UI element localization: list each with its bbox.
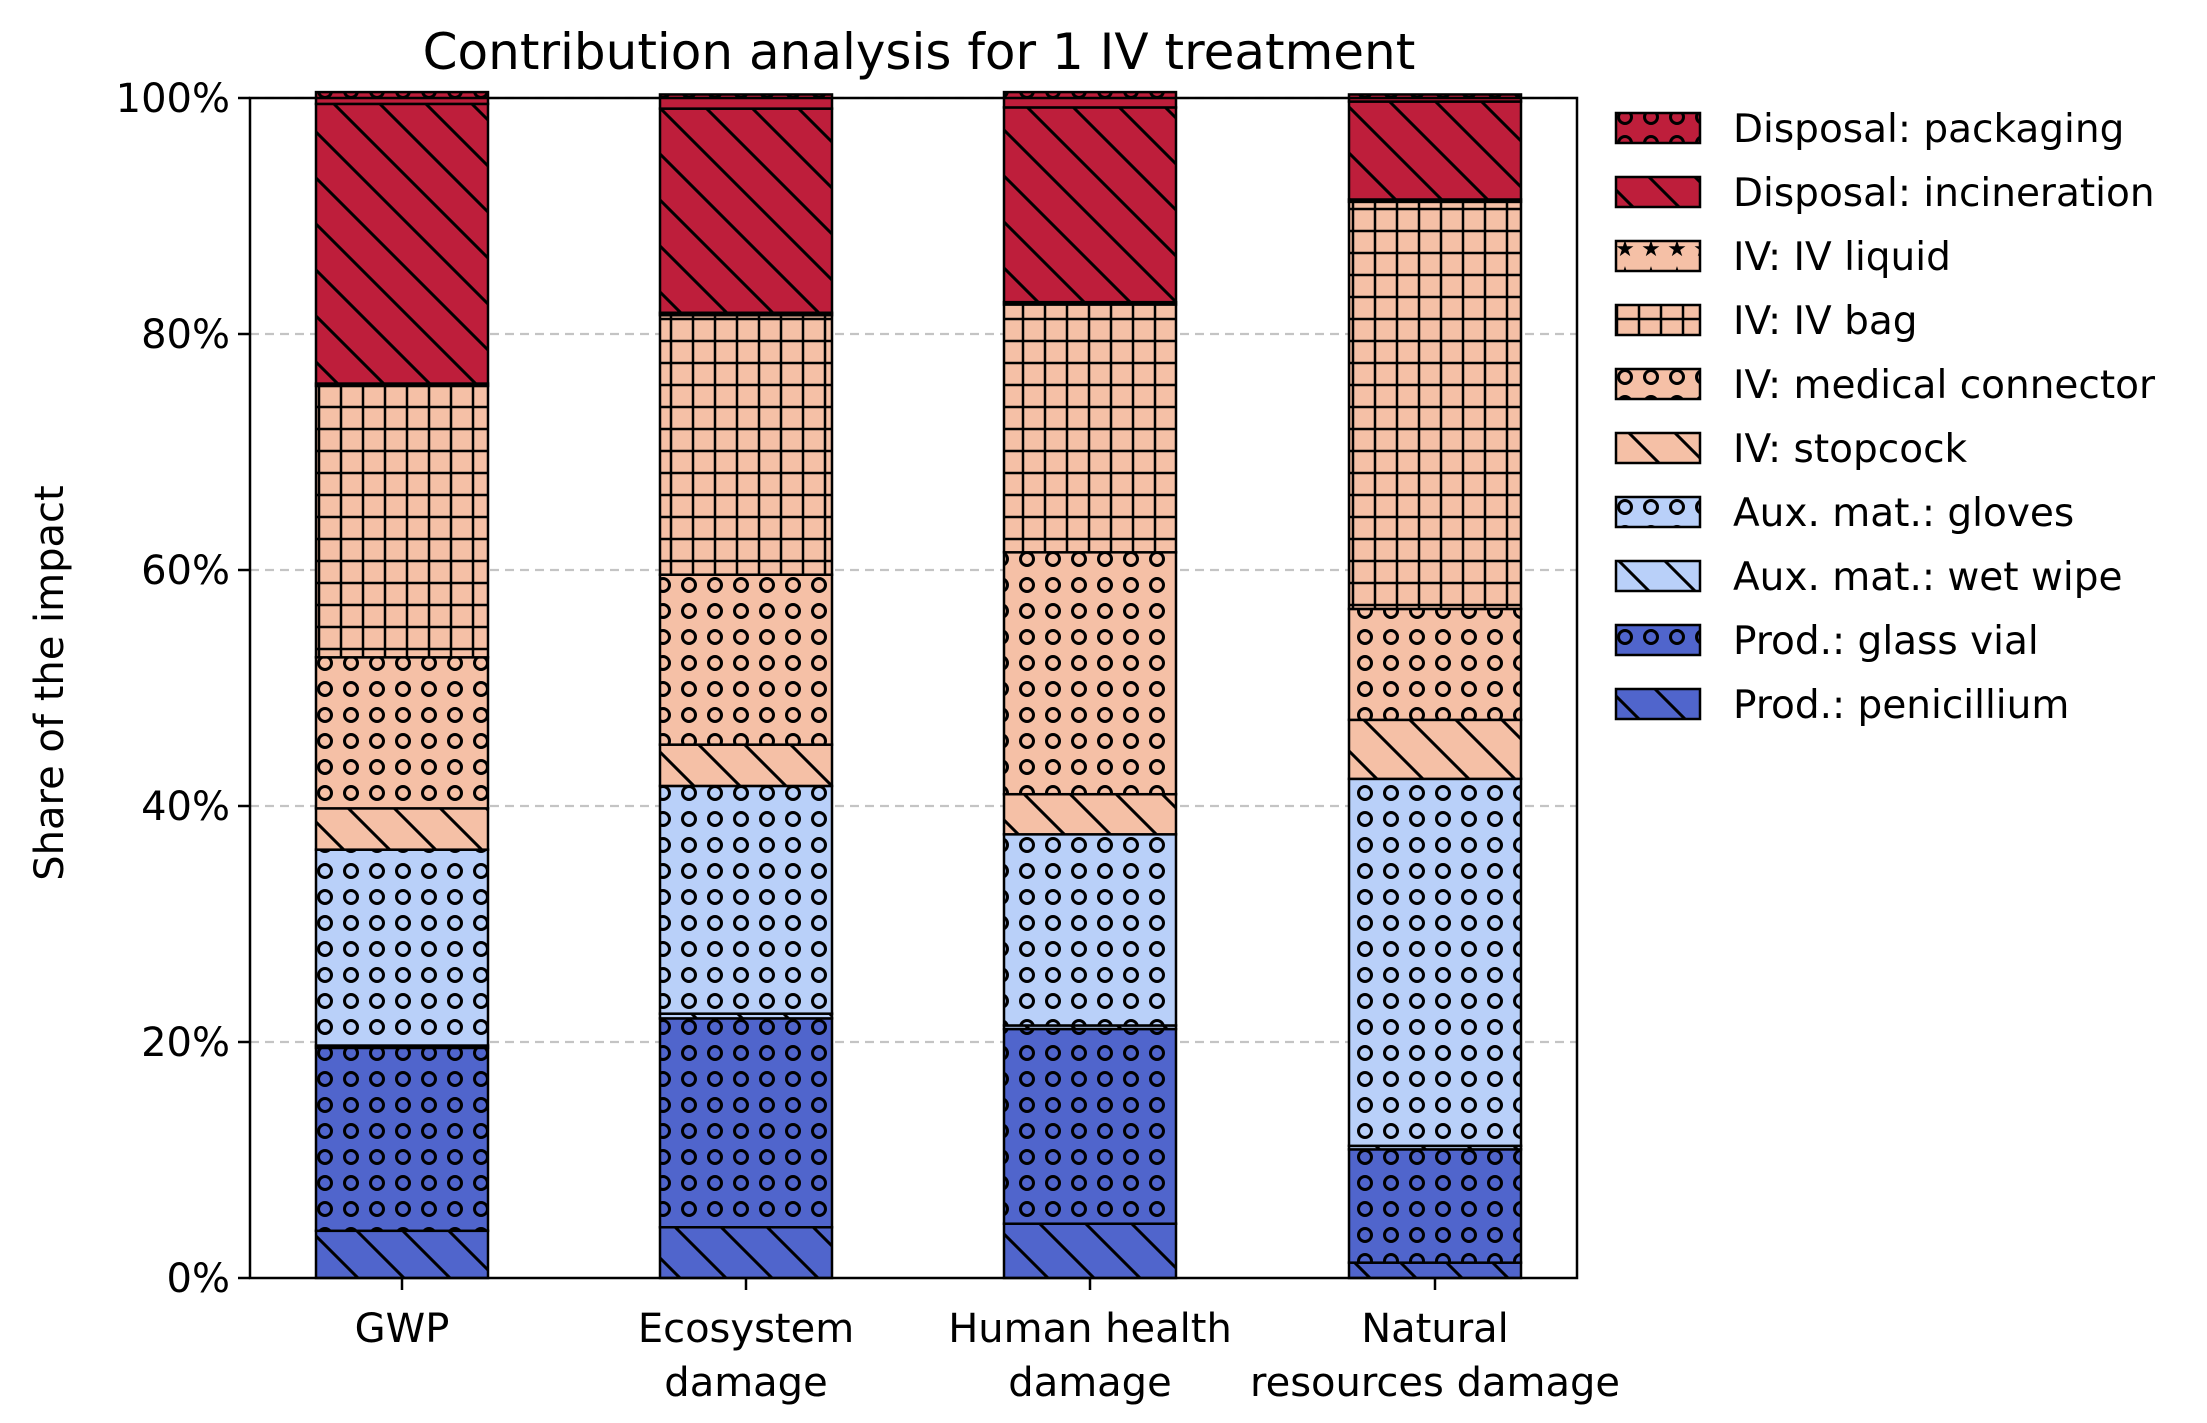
legend-label: Aux. mat.: gloves bbox=[1733, 491, 2074, 536]
bar-segment-aux-mat-gloves[interactable] bbox=[314, 848, 490, 1047]
plot-frame bbox=[248, 96, 1579, 1280]
bar-segment-iv-medical-connector[interactable] bbox=[1002, 551, 1178, 796]
x-tick-label: Ecosystem bbox=[638, 1306, 854, 1352]
legend-item-iv-medical-connector[interactable]: IV: medical connector bbox=[1614, 363, 2156, 408]
legend-swatch bbox=[1614, 559, 1702, 593]
bar-segment-disposal-incineration[interactable] bbox=[1347, 100, 1523, 201]
legend-label: Disposal: incineration bbox=[1733, 171, 2155, 216]
legend-item-disposal-incineration[interactable]: Disposal: incineration bbox=[1614, 171, 2155, 216]
y-tick-label: 60% bbox=[141, 548, 230, 594]
y-tick-label: 40% bbox=[141, 784, 230, 830]
legend-swatch bbox=[1614, 175, 1702, 209]
bar-stack-human-health-damage bbox=[1002, 90, 1178, 1280]
bar-segment-disposal-incineration[interactable] bbox=[658, 107, 834, 315]
legend-label: IV: stopcock bbox=[1733, 427, 1968, 472]
legend-swatch bbox=[1614, 239, 1702, 273]
y-axis: 0% 20% 40% 60% 80% 100% bbox=[116, 76, 250, 1302]
bar-segment-prod-penicillium[interactable] bbox=[658, 1226, 834, 1280]
bar-segment-aux-mat-gloves[interactable] bbox=[658, 784, 834, 1015]
bar-segment-prod-glass-vial[interactable] bbox=[314, 1046, 490, 1233]
bar-segment-aux-mat-gloves[interactable] bbox=[1002, 833, 1178, 1027]
legend-item-disposal-packaging[interactable]: Disposal: packaging bbox=[1614, 107, 2124, 152]
legend-swatch bbox=[1614, 431, 1702, 465]
bar-segment-iv-stopcock[interactable] bbox=[1002, 792, 1178, 836]
x-tick-label: GWP bbox=[355, 1306, 450, 1352]
x-tick-label: resources damage bbox=[1250, 1360, 1620, 1406]
bar-segment-prod-penicillium[interactable] bbox=[1002, 1222, 1178, 1280]
legend-item-prod-glass-vial[interactable]: Prod.: glass vial bbox=[1614, 619, 2039, 664]
bar-stack-natural-resources-damage bbox=[1347, 93, 1523, 1280]
legend-swatch bbox=[1614, 623, 1702, 657]
bar-segment-disposal-packaging[interactable] bbox=[658, 93, 834, 110]
legend-swatch bbox=[1614, 687, 1702, 721]
bar-segment-prod-glass-vial[interactable] bbox=[1002, 1027, 1178, 1225]
legend-swatch bbox=[1614, 495, 1702, 529]
y-tick-label: 20% bbox=[141, 1020, 230, 1066]
bar-stack-gwp bbox=[314, 90, 490, 1280]
x-tick-label: Human health bbox=[948, 1306, 1232, 1352]
bar-segment-prod-glass-vial[interactable] bbox=[658, 1017, 834, 1229]
bar-segment-disposal-packaging[interactable] bbox=[1002, 90, 1178, 109]
legend-label: Prod.: glass vial bbox=[1733, 619, 2039, 664]
x-tick-label: Natural bbox=[1361, 1306, 1509, 1352]
bar-segment-iv-stopcock[interactable] bbox=[658, 743, 834, 788]
bar-segment-iv-stopcock[interactable] bbox=[1347, 718, 1523, 781]
bar-segment-iv-medical-connector[interactable] bbox=[658, 573, 834, 746]
legend[interactable]: Disposal: packaging Disposal: incineratio… bbox=[1614, 107, 2156, 728]
legend-swatch bbox=[1614, 303, 1702, 337]
bar-segment-iv-iv-bag[interactable] bbox=[658, 313, 834, 576]
legend-item-iv-iv-bag[interactable]: IV: IV bag bbox=[1614, 299, 1918, 344]
legend-label: Disposal: packaging bbox=[1733, 107, 2124, 152]
legend-item-aux-mat-gloves[interactable]: Aux. mat.: gloves bbox=[1614, 491, 2074, 536]
bar-segment-prod-penicillium[interactable] bbox=[314, 1229, 490, 1280]
legend-item-prod-penicillium[interactable]: Prod.: penicillium bbox=[1614, 683, 2069, 728]
x-tick-label: damage bbox=[1008, 1360, 1171, 1406]
legend-label: IV: medical connector bbox=[1733, 363, 2156, 408]
bar-segment-iv-iv-bag[interactable] bbox=[1002, 303, 1178, 554]
legend-swatch bbox=[1614, 367, 1702, 401]
y-tick-label: 0% bbox=[167, 1256, 230, 1302]
bar-segment-iv-stopcock[interactable] bbox=[314, 807, 490, 851]
y-axis-label: Share of the impact bbox=[27, 485, 73, 880]
bar-segment-disposal-incineration[interactable] bbox=[1002, 106, 1178, 304]
chart-title: Contribution analysis for 1 IV treatment bbox=[423, 23, 1416, 81]
x-tick-label: damage bbox=[664, 1360, 827, 1406]
bar-segment-iv-medical-connector[interactable] bbox=[1347, 607, 1523, 722]
y-tick-label: 100% bbox=[116, 76, 230, 122]
bar-segment-prod-glass-vial[interactable] bbox=[1347, 1148, 1523, 1264]
bars bbox=[314, 90, 1523, 1280]
legend-item-aux-mat-wet-wipe[interactable]: Aux. mat.: wet wipe bbox=[1614, 555, 2122, 600]
bar-segment-iv-iv-bag[interactable] bbox=[1347, 200, 1523, 611]
legend-label: Aux. mat.: wet wipe bbox=[1733, 555, 2122, 600]
bar-segment-aux-mat-gloves[interactable] bbox=[1347, 777, 1523, 1148]
bar-stack-ecosystem-damage bbox=[658, 93, 834, 1280]
legend-item-iv-stopcock[interactable]: IV: stopcock bbox=[1614, 427, 1968, 472]
bar-segment-iv-iv-bag[interactable] bbox=[314, 384, 490, 659]
bar-segment-iv-medical-connector[interactable] bbox=[314, 656, 490, 810]
y-tick-label: 80% bbox=[141, 312, 230, 358]
legend-label: IV: IV liquid bbox=[1733, 235, 1951, 280]
legend-label: IV: IV bag bbox=[1733, 299, 1918, 344]
legend-swatch bbox=[1614, 111, 1702, 145]
legend-item-iv-iv-liquid[interactable]: IV: IV liquid bbox=[1614, 235, 1951, 280]
bar-segment-prod-penicillium[interactable] bbox=[1347, 1261, 1523, 1280]
bar-segment-disposal-incineration[interactable] bbox=[314, 102, 490, 385]
legend-label: Prod.: penicillium bbox=[1733, 683, 2069, 728]
x-axis: GWP Ecosystem damage Human health damage Natu… bbox=[355, 1278, 1620, 1406]
